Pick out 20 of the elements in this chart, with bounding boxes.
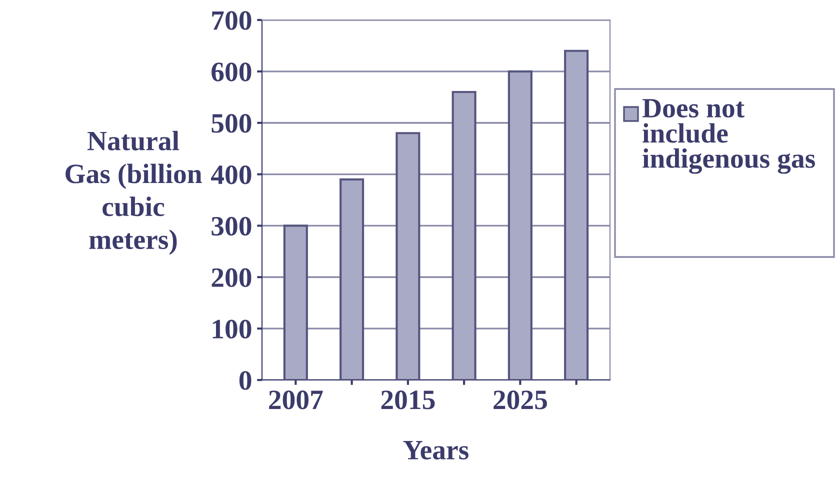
- y-tick-label: 500: [212, 114, 252, 133]
- y-tick-label: 100: [212, 320, 252, 338]
- x-tick-label: 2015: [381, 390, 435, 410]
- bar: [340, 178, 364, 380]
- bar: [283, 224, 308, 380]
- legend-label: Does not include indigenous gas: [642, 99, 815, 174]
- x-tick-label: 2025: [494, 390, 547, 410]
- y-tick-label: 200: [212, 268, 252, 288]
- y-tick-label: 0: [239, 371, 252, 390]
- x-tick-label: 2007: [269, 390, 323, 410]
- x-axis-title: Years: [403, 441, 468, 460]
- bar: [396, 132, 420, 380]
- y-tick-label: 600: [212, 62, 252, 82]
- bar: [452, 90, 476, 380]
- y-tick-label: 700: [212, 11, 252, 30]
- bar: [564, 50, 589, 380]
- y-axis-title: Natural Gas (billion cubic meters): [66, 130, 202, 255]
- y-tick-label: 400: [210, 165, 252, 184]
- bar: [508, 70, 532, 380]
- y-tick-label: 300: [212, 216, 252, 236]
